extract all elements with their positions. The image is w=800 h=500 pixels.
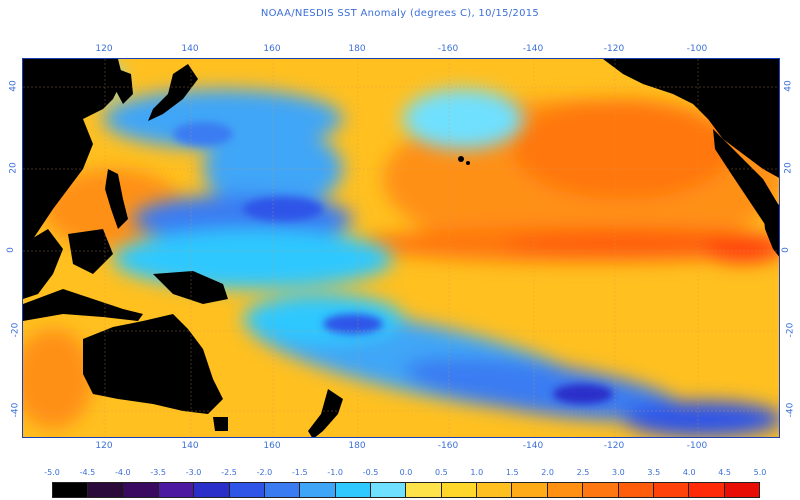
mexico-landmass [713,129,779,234]
colorbar-label: 0.5 [435,468,448,477]
map-canvas [23,59,779,437]
central-america-landmass [763,204,779,257]
bottom-lon-tick: 140 [181,441,199,451]
left-lat-tick: 0 [5,247,16,253]
top-lon-tick: -160 [437,44,459,54]
land-layer [23,59,779,437]
colorbar-label: 1.0 [470,468,484,477]
colorbar-swatch [618,483,654,497]
new-guinea-landmass [153,271,228,304]
colorbar-label: 4.5 [718,468,731,477]
colorbar-label: 3.5 [647,468,661,477]
colorbar-swatch [547,483,584,497]
colorbar-swatch [724,483,759,497]
colorbar-swatch [371,483,407,497]
colorbar-label: 0.0 [399,468,413,477]
colorbar-label: 3.0 [612,468,625,477]
right-lat-tick: 0 [780,247,791,253]
colorbar-label: -0.5 [362,468,379,477]
korea-landmass [115,69,133,104]
bottom-lon-tick: 120 [95,441,113,451]
philippines-landmass [105,169,128,229]
top-lon-tick: -120 [603,44,625,54]
colorbar-swatch [653,483,690,497]
colorbar-label: -3.5 [150,468,166,477]
top-lon-tick: -100 [686,44,708,54]
colorbar-swatch [335,483,372,497]
colorbar-swatch [406,483,442,497]
colorbar-swatch [512,483,548,497]
bottom-lon-tick: -120 [603,441,625,451]
colorbar-swatch [265,483,301,497]
colorbar-label: 1.5 [505,468,519,477]
right-lat-tick: 20 [783,162,794,174]
colorbar-label: -2.0 [256,468,273,477]
left-lat-tick: -20 [10,322,21,338]
australia-landmass [83,314,223,414]
colorbar-swatch [583,483,619,497]
colorbar-swatch [194,483,230,497]
colorbar-label: -4.0 [114,468,131,477]
top-lon-tick: 180 [348,44,366,54]
top-lon-tick: 120 [95,44,113,54]
bottom-lon-tick: 180 [348,441,366,451]
left-lat-tick: -40 [10,402,21,418]
japan-landmass [148,64,198,121]
colorbar [52,482,760,498]
colorbar-label: -1.0 [327,468,343,477]
bottom-lon-tick: -140 [522,441,544,451]
top-lon-tick: -140 [522,44,544,54]
top-lon-tick: 160 [263,44,281,54]
colorbar-swatch [53,483,89,497]
warm-anomaly-layer [23,99,779,429]
colorbar-swatch [300,483,336,497]
north-america-landmass [603,59,779,178]
right-lat-tick: 40 [783,80,794,92]
colorbar-swatch [88,483,124,497]
cold-spots-layer [173,122,613,404]
borneo-landmass [68,229,113,274]
bottom-lon-tick: -100 [686,441,708,451]
indonesia-landmass [23,289,143,321]
colorbar-label: -2.5 [221,468,237,477]
colorbar-swatch [441,483,478,497]
colorbar-label: -1.5 [291,468,308,477]
colorbar-swatch [689,483,725,497]
map-title: NOAA/NESDIS SST Anomaly (degrees C), 10/… [260,8,540,19]
bottom-lon-tick: 160 [263,441,281,451]
colorbar-label: 4.0 [682,468,696,477]
asia-landmass [23,59,123,244]
colorbar-label: -4.5 [79,468,96,477]
colorbar-label: 2.5 [576,468,590,477]
colorbar-swatch [159,483,195,497]
right-lat-tick: -20 [785,322,796,338]
colorbar-swatch [477,483,513,497]
indochina-landmass [23,229,63,299]
graticule [23,59,779,437]
colorbar-swatch [229,483,266,497]
colorbar-label: -3.0 [185,468,202,477]
hawaii-islands [458,156,464,162]
colorbar-label: 2.0 [541,468,554,477]
left-lat-tick: 20 [8,162,19,174]
colorbar-label: -5.0 [44,468,60,477]
colorbar-swatch [123,483,160,497]
right-lat-tick: -40 [785,402,796,418]
tasmania-landmass [213,417,228,431]
new-zealand-landmass [308,389,343,437]
colorbar-label: 5.0 [753,468,767,477]
top-lon-tick: 140 [181,44,199,54]
sst-anomaly-map[interactable] [22,58,780,438]
bottom-lon-tick: -160 [437,441,459,451]
left-lat-tick: 40 [8,80,19,92]
colorbar-labels: -5.0 -4.5 -4.0 -3.5 -3.0 -2.5 -2.0 -1.5 -1.0 -0.5… [44,468,767,480]
